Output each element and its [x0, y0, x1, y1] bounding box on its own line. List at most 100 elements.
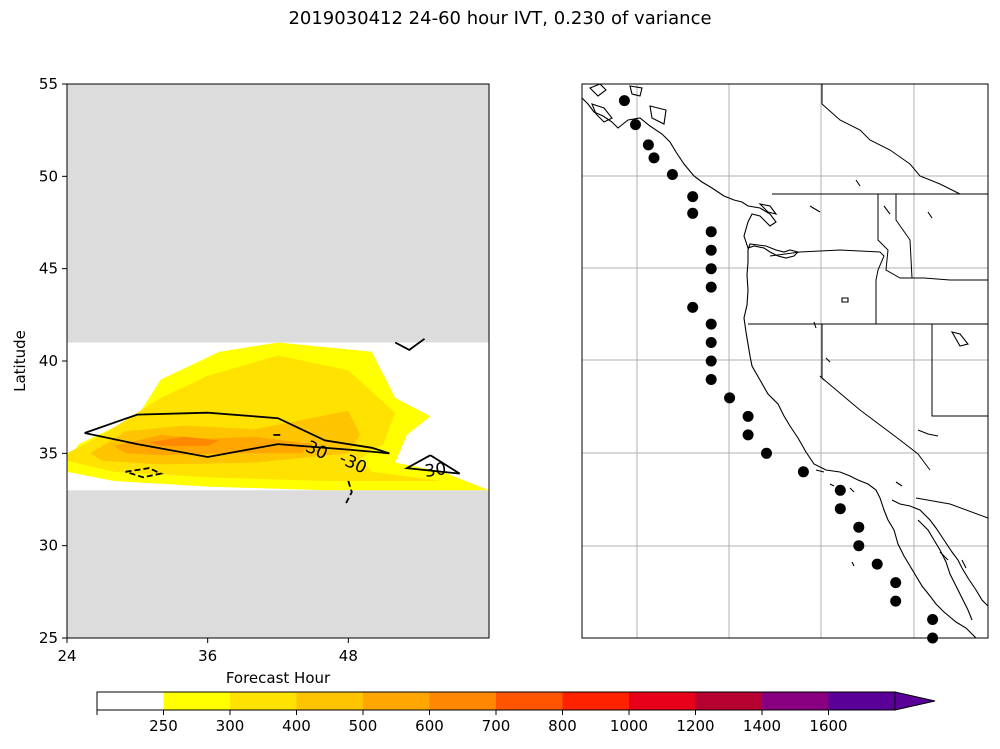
colorbar-segment: [496, 692, 563, 710]
station-marker: [630, 119, 641, 131]
y-tick-label: 30: [39, 537, 58, 555]
borders: [748, 84, 988, 519]
colorbar-tick-label: 1200: [676, 717, 714, 735]
island: [815, 469, 825, 473]
colorbar-tick-label: 1400: [743, 717, 781, 735]
lake: [927, 211, 933, 219]
wy-border: [895, 194, 913, 279]
station-marker: [705, 226, 717, 238]
island: [939, 551, 949, 561]
colorbar-segment: [97, 692, 164, 710]
x-tick-label: 36: [198, 647, 217, 665]
lake: [883, 205, 891, 215]
station-marker: [705, 355, 717, 367]
island: [758, 203, 778, 215]
contour-group: [84, 338, 461, 504]
island: [895, 481, 903, 487]
map-frame: [581, 83, 989, 639]
y-tick-label: 35: [39, 444, 58, 462]
colorbar-extend-arrow: [894, 691, 936, 711]
colorbar-tick-label: 1000: [610, 717, 648, 735]
colorbar-tick-label: 800: [548, 717, 577, 735]
y-axis-label: Latitude: [11, 330, 29, 392]
y-tick-label: 40: [39, 352, 58, 370]
island: [829, 483, 835, 487]
colorbar-segment: [296, 692, 364, 710]
y-tick-label: 50: [39, 167, 58, 185]
us-mexico-border: [915, 497, 988, 519]
y-tick-label: 55: [39, 75, 58, 93]
map-features: [582, 84, 988, 638]
station-marker: [761, 447, 772, 459]
x-tick-label: 24: [57, 647, 76, 665]
island: [809, 205, 821, 213]
x-tick-group: 24 36 48: [57, 638, 358, 665]
map-panel: [581, 83, 989, 644]
station-marker: [890, 577, 902, 589]
island: [851, 561, 855, 567]
colorbar-tick-label: 1600: [809, 717, 847, 735]
province-border: [821, 84, 961, 195]
station-marker: [687, 191, 699, 203]
y-tick-label: 25: [39, 629, 58, 647]
station-marker: [642, 139, 654, 151]
station-marker: [927, 614, 939, 625]
colorbar-segment: [762, 692, 829, 710]
station-marker: [871, 558, 883, 570]
lake: [825, 357, 831, 363]
x-axis-label: Forecast Hour: [226, 669, 331, 687]
station-marker: [705, 244, 717, 256]
lake: [917, 429, 939, 437]
y-tick-label: 45: [39, 260, 58, 278]
station-marker: [853, 521, 865, 533]
colorbar-tick-label: 500: [349, 717, 378, 735]
positive-contour-line: [403, 454, 461, 475]
station-marker: [705, 281, 717, 293]
station-marker: [705, 337, 717, 348]
negative-contour-line: [125, 467, 164, 479]
contour-label: 30: [423, 459, 447, 482]
baja-interior: [917, 519, 973, 621]
colorbar-segment: [429, 692, 497, 710]
station-marker: [648, 152, 660, 164]
negative-contour-line: [345, 480, 353, 504]
colorbar-tick-label: 250: [149, 717, 178, 735]
positive-contour-line: [394, 338, 426, 351]
map-background: [582, 84, 988, 638]
colorbar-tick-label: 600: [415, 717, 444, 735]
station-marker: [705, 318, 717, 330]
colorbar-tick-label: 700: [482, 717, 511, 735]
colorbar-segment: [695, 692, 763, 710]
colorbar-segment: [163, 692, 231, 710]
colorbar-segment: [562, 692, 630, 710]
ivt-fill-600: [149, 436, 220, 446]
station-marker: [687, 301, 699, 313]
colorbar-segment: [629, 692, 696, 710]
positive-contour-line: [84, 411, 390, 458]
station-marker: [834, 503, 846, 515]
y-tick-group: 25 30 35 40 45 50 55: [39, 75, 67, 647]
station-marker: [666, 169, 678, 180]
colorbar-segment: [230, 692, 297, 710]
station-marker: [742, 410, 754, 422]
station-marker: [705, 263, 717, 275]
lake: [841, 297, 849, 303]
station-marker: [724, 392, 736, 404]
wa-or-border: [769, 249, 885, 324]
station-marker: [797, 466, 809, 478]
station-marker-group: [618, 95, 939, 644]
station-marker: [853, 540, 865, 552]
colorbar-tick-label: 400: [282, 717, 311, 735]
island: [849, 487, 855, 493]
id-mt-border: [877, 194, 988, 281]
island: [589, 84, 607, 97]
island: [591, 103, 613, 123]
station-marker: [618, 95, 630, 107]
coastline: [582, 97, 977, 638]
x-tick-label: 48: [339, 647, 358, 665]
lake: [813, 321, 817, 329]
map-gridlines: [582, 84, 988, 638]
